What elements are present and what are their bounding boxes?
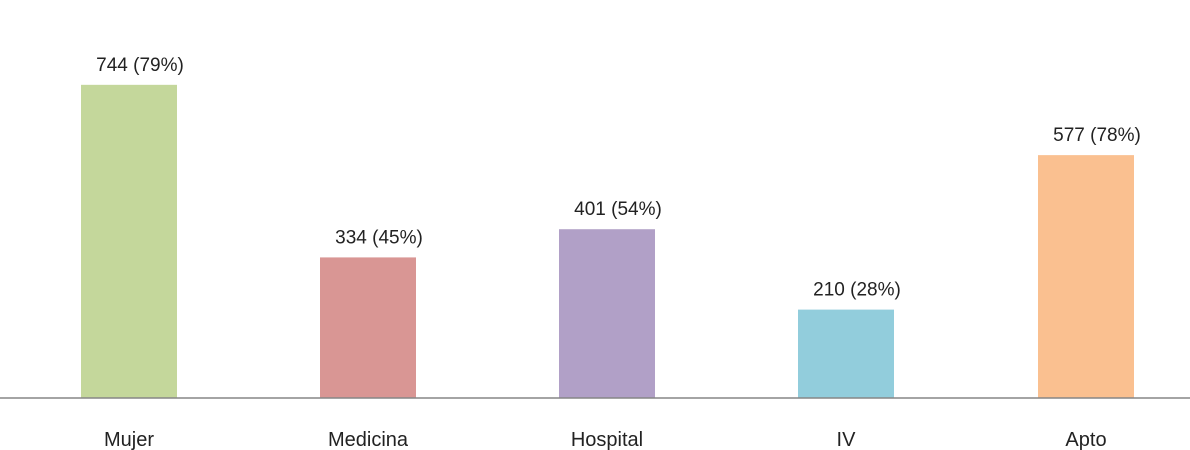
x-tick-label-mujer: Mujer xyxy=(104,429,154,450)
data-label-mujer: 744 (79%) xyxy=(96,55,184,76)
bars-layer xyxy=(81,84,1134,398)
data-labels-layer: 744 (79%) 334 (45%) 401 (54%) 210 (28%) 577 … xyxy=(96,55,1141,301)
bar-apto xyxy=(1038,155,1134,398)
x-tick-label-apto: Apto xyxy=(1065,429,1106,450)
x-tick-label-medicina: Medicina xyxy=(328,429,409,450)
data-label-iv: 210 (28%) xyxy=(813,280,901,301)
x-tick-label-hospital: Hospital xyxy=(571,429,643,450)
bar-medicina xyxy=(320,257,416,398)
x-tick-labels-layer: Mujer Medicina Hospital IV Apto xyxy=(104,429,1107,450)
data-label-medicina: 334 (45%) xyxy=(335,227,423,248)
bar-mujer xyxy=(81,84,177,398)
bar-iv xyxy=(798,309,894,398)
x-tick-label-iv: IV xyxy=(837,429,857,450)
data-label-hospital: 401 (54%) xyxy=(574,199,662,220)
bar-hospital xyxy=(559,229,655,398)
data-label-apto: 577 (78%) xyxy=(1053,125,1141,146)
